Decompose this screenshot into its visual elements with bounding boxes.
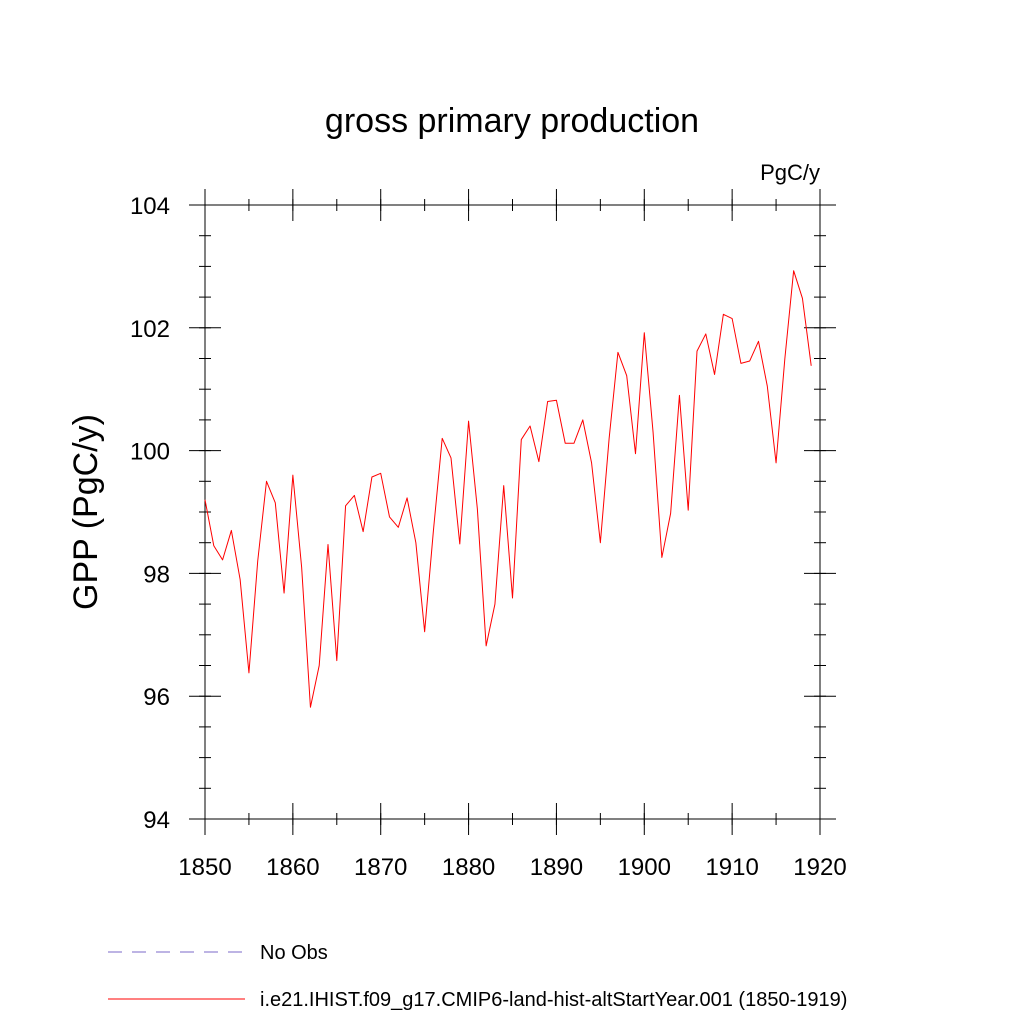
y-tick-label: 94 — [143, 807, 170, 834]
y-tick-label: 102 — [130, 316, 170, 343]
y-minor-ticks — [199, 204, 826, 820]
legend-label: i.e21.IHIST.f09_g17.CMIP6-land-hist-altS… — [260, 989, 847, 1011]
chart-title: gross primary production — [325, 102, 699, 140]
series-layer — [204, 270, 812, 708]
y-axis-label: GPP (PgC/y) — [67, 414, 105, 610]
units-label: PgC/y — [760, 160, 820, 185]
y-tick-label: 100 — [130, 439, 170, 466]
x-tick-label: 1850 — [178, 854, 231, 881]
legend: No Obs i.e21.IHIST.f09_g17.CMIP6-land-his… — [108, 942, 847, 1011]
y-tick-label: 96 — [143, 684, 170, 711]
x-tick-label: 1880 — [442, 854, 495, 881]
x-tick-label: 1860 — [266, 854, 319, 881]
y-axis-ticks: 94 96 98 100 102 104 — [130, 193, 836, 834]
x-axis-ticks: 1850 1860 1870 1880 1890 1900 1910 1920 — [178, 189, 847, 881]
plot-frame — [204, 204, 821, 820]
x-minor-ticks — [204, 199, 821, 825]
series-line — [204, 270, 812, 708]
x-tick-label: 1870 — [354, 854, 407, 881]
y-tick-label: 104 — [130, 193, 170, 220]
x-tick-label: 1920 — [793, 854, 846, 881]
x-tick-label: 1900 — [618, 854, 671, 881]
legend-label: No Obs — [260, 942, 328, 964]
x-tick-label: 1910 — [705, 854, 758, 881]
x-tick-label: 1890 — [530, 854, 583, 881]
y-tick-label: 98 — [143, 561, 170, 588]
